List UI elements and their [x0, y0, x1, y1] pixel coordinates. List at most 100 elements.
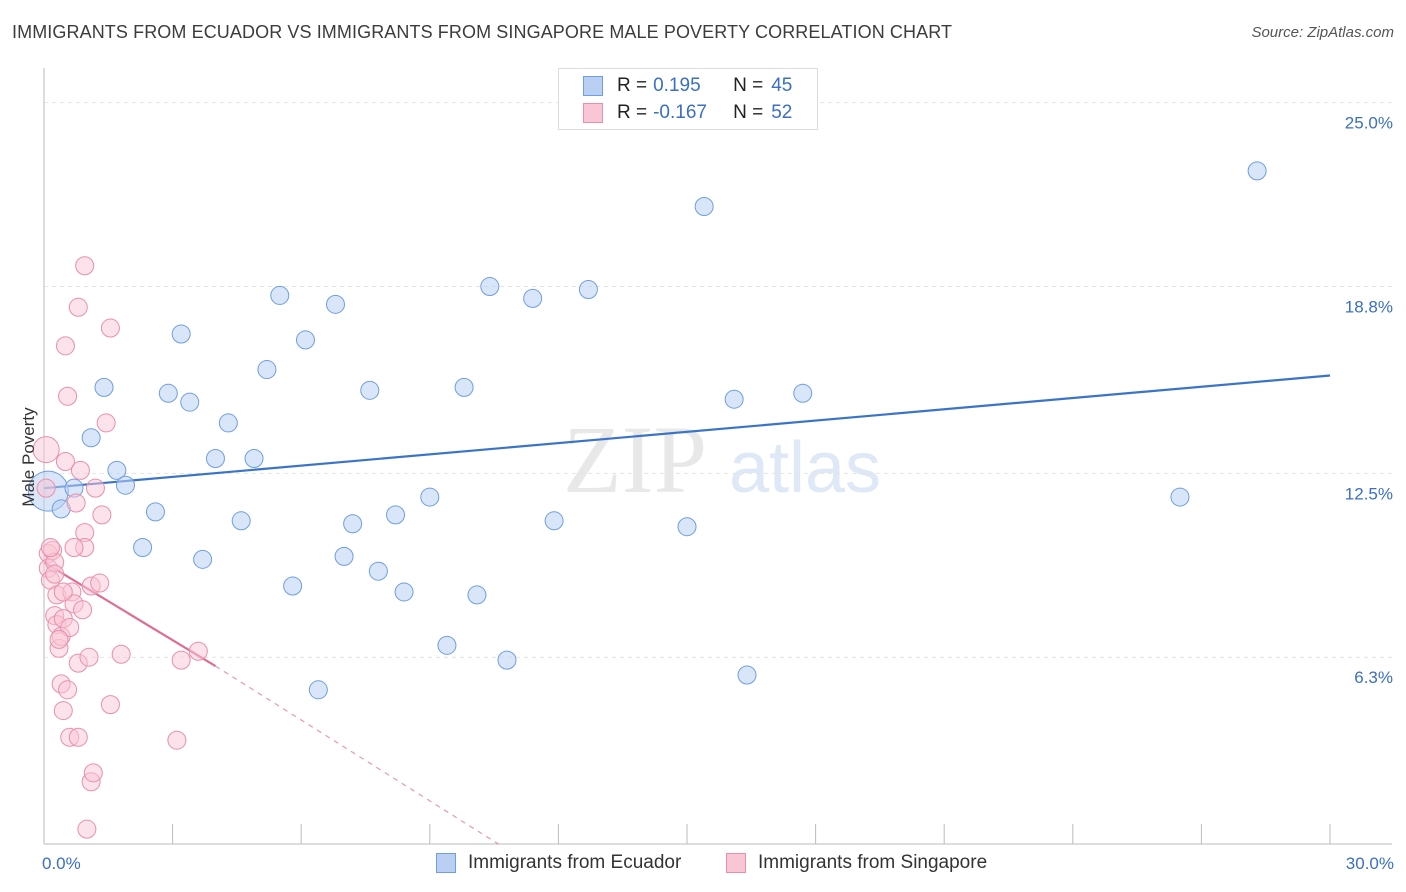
series-legend: Immigrants from Ecuador Immigrants from … — [0, 852, 1406, 876]
y-tick-label: 25.0% — [1345, 114, 1393, 133]
legend-n-label: N = — [733, 75, 764, 96]
legend-swatch-ecuador — [583, 76, 603, 96]
data-point-singapore — [64, 537, 84, 557]
data-point-ecuador — [523, 288, 543, 308]
data-point-ecuador — [1247, 161, 1267, 181]
data-point-singapore — [167, 730, 187, 750]
data-point-ecuador — [437, 635, 457, 655]
data-point-ecuador — [677, 517, 697, 537]
source-label: Source: ZipAtlas.com — [1251, 24, 1394, 41]
data-point-singapore — [92, 505, 112, 525]
data-point-singapore — [40, 537, 60, 557]
data-point-ecuador — [257, 360, 277, 380]
data-point-ecuador — [270, 285, 290, 305]
data-point-ecuador — [244, 449, 264, 469]
data-point-ecuador — [158, 383, 178, 403]
data-point-ecuador — [694, 196, 714, 216]
data-point-ecuador — [386, 505, 406, 525]
data-point-ecuador — [283, 576, 303, 596]
chart-title: IMMIGRANTS FROM ECUADOR VS IMMIGRANTS FR… — [12, 22, 953, 42]
data-point-singapore — [85, 478, 105, 498]
legend-row-ecuador: R = 0.195 N = 45 — [583, 73, 792, 99]
legend-n-value: 45 — [771, 75, 793, 96]
data-point-singapore — [60, 618, 80, 638]
data-point-ecuador — [107, 460, 127, 480]
data-point-ecuador — [454, 377, 474, 397]
trend-line-singapore-extension — [215, 665, 499, 845]
data-point-singapore — [90, 573, 110, 593]
data-point-ecuador — [218, 413, 238, 433]
series-legend-label: Immigrants from Singapore — [758, 852, 988, 873]
data-point-ecuador — [420, 487, 440, 507]
y-tick-label: 6.3% — [1354, 668, 1393, 687]
data-point-singapore — [36, 478, 56, 498]
data-point-ecuador — [81, 428, 101, 448]
data-point-ecuador — [145, 502, 165, 522]
data-point-singapore — [96, 413, 116, 433]
x-tick-label: 0.0% — [42, 854, 81, 873]
data-point-singapore — [58, 680, 78, 700]
data-point-singapore — [53, 582, 73, 602]
series-swatch-ecuador — [436, 853, 456, 873]
point-layer — [27, 161, 1267, 839]
legend-row-singapore: R = -0.167 N = 52 — [583, 100, 792, 126]
data-point-singapore — [55, 451, 75, 471]
grid-layer — [44, 102, 1392, 658]
y-tick-label: 12.5% — [1345, 484, 1393, 503]
legend-r-value: 0.195 — [653, 75, 701, 96]
label-layer: 6.3% 12.5% 18.8% 25.0% 0.0% 30.0% — [42, 114, 1394, 873]
data-point-ecuador — [724, 389, 744, 409]
data-point-singapore — [73, 600, 93, 620]
legend-r-label: R = — [617, 102, 648, 123]
trend-layer — [43, 374, 1331, 845]
data-point-ecuador — [133, 537, 153, 557]
data-point-singapore — [58, 386, 78, 406]
legend-n-value: 52 — [771, 102, 793, 123]
data-point-singapore — [100, 695, 120, 715]
data-point-ecuador — [360, 380, 380, 400]
data-point-ecuador — [180, 392, 200, 412]
data-point-ecuador — [94, 377, 114, 397]
data-point-singapore — [55, 336, 75, 356]
correlation-legend: R = 0.195 N = 45 R = -0.167 N = 52 — [558, 68, 818, 130]
data-point-singapore — [100, 318, 120, 338]
data-point-ecuador — [544, 511, 564, 531]
y-tick-label: 18.8% — [1345, 298, 1393, 317]
data-point-ecuador — [578, 279, 598, 299]
data-point-singapore — [53, 701, 73, 721]
watermark-atlas: atlas — [729, 428, 881, 508]
data-point-singapore — [45, 564, 65, 584]
y-axis-label: Male Poverty — [19, 407, 38, 507]
legend-r-value: -0.167 — [653, 102, 707, 123]
trend-line-ecuador — [43, 374, 1331, 490]
data-point-ecuador — [737, 665, 757, 685]
data-point-singapore — [49, 629, 69, 649]
series-legend-item-ecuador[interactable]: Immigrants from Ecuador — [436, 852, 681, 874]
trend-line-singapore — [43, 561, 217, 668]
series-legend-label: Immigrants from Ecuador — [468, 852, 682, 873]
data-point-ecuador — [793, 383, 813, 403]
data-point-singapore — [70, 460, 90, 480]
data-point-ecuador — [1170, 487, 1190, 507]
data-point-singapore — [68, 297, 88, 317]
data-point-ecuador — [497, 650, 517, 670]
data-point-ecuador — [295, 330, 315, 350]
data-point-ecuador — [467, 585, 487, 605]
data-point-singapore — [188, 641, 208, 661]
series-swatch-singapore — [726, 853, 746, 873]
data-point-ecuador — [394, 582, 414, 602]
series-legend-item-singapore[interactable]: Immigrants from Singapore — [726, 852, 987, 874]
data-point-ecuador — [334, 546, 354, 566]
data-point-ecuador — [308, 680, 328, 700]
legend-r-label: R = — [617, 75, 648, 96]
data-point-ecuador — [171, 324, 191, 344]
data-point-singapore — [77, 819, 97, 839]
data-point-singapore — [68, 727, 88, 747]
data-point-ecuador — [368, 561, 388, 581]
x-tick-label: 30.0% — [1346, 854, 1394, 873]
data-point-ecuador — [343, 514, 363, 534]
legend-n-label: N = — [733, 102, 764, 123]
data-point-singapore — [75, 256, 95, 276]
data-point-ecuador — [480, 277, 500, 297]
